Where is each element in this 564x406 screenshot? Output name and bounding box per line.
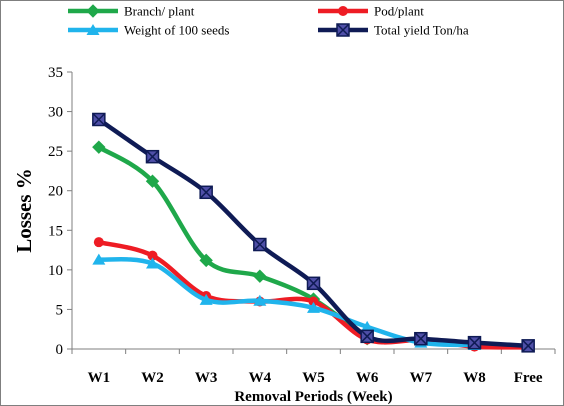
data-point — [92, 140, 106, 154]
x-axis-label: Removal Periods (Week) — [234, 389, 392, 405]
y-tick-label: 30 — [48, 105, 63, 121]
x-tick-label: W2 — [141, 370, 164, 386]
y-tick-label: 25 — [48, 144, 63, 160]
data-point — [253, 294, 267, 306]
data-point — [308, 296, 319, 307]
legend-label: Weight of 100 seeds — [124, 23, 229, 38]
data-point — [92, 112, 106, 127]
x-tick-label: W7 — [410, 370, 433, 386]
data-point — [414, 331, 428, 346]
legend-marker — [86, 4, 100, 18]
series-3 — [92, 112, 535, 353]
x-tick-label: W5 — [302, 370, 325, 386]
legend-marker — [336, 23, 350, 37]
legend-item: Pod/plant — [318, 4, 424, 19]
data-point — [253, 237, 267, 252]
data-point — [253, 269, 267, 283]
x-tick-label: Free — [514, 370, 543, 386]
plot-series — [92, 112, 535, 353]
legend-label: Total yield Ton/ha — [374, 23, 469, 38]
data-point — [467, 335, 482, 350]
data-point — [145, 149, 160, 164]
legend-marker — [338, 6, 348, 16]
data-point — [145, 174, 160, 188]
legend-label: Pod/plant — [374, 4, 424, 19]
legend-marker — [86, 24, 100, 35]
y-axis-label: Losses % — [12, 168, 36, 253]
data-point — [360, 320, 374, 332]
x-tick-label: W4 — [249, 370, 272, 386]
data-point — [93, 237, 104, 248]
data-point — [199, 253, 213, 268]
x-tick-label: W6 — [356, 370, 379, 386]
data-point — [521, 339, 535, 353]
data-point — [146, 257, 159, 269]
data-point — [199, 185, 213, 200]
y-tick-label: 0 — [56, 342, 64, 358]
data-point — [307, 301, 320, 313]
y-tick-label: 35 — [48, 65, 63, 81]
y-tick-label: 10 — [48, 263, 63, 279]
data-point — [92, 253, 106, 265]
legend-item: Total yield Ton/ha — [318, 23, 469, 38]
legend: Branch/ plant Pod/plant Weight of 100 seed… — [68, 4, 469, 38]
data-point — [147, 250, 158, 261]
legend-label: Branch/ plant — [124, 4, 195, 19]
x-tick-label: W3 — [195, 370, 218, 386]
data-point — [306, 276, 321, 291]
y-axis: 0 5 10 15 20 25 30 35 — [48, 65, 73, 358]
legend-item: Branch/ plant — [68, 4, 195, 19]
y-tick-label: 5 — [56, 302, 64, 318]
y-tick-label: 20 — [48, 184, 63, 200]
data-point — [199, 293, 213, 305]
x-tick-label: W1 — [88, 370, 111, 386]
y-tick-label: 15 — [48, 223, 63, 239]
legend-item: Weight of 100 seeds — [68, 23, 229, 38]
x-tick-label: W8 — [463, 370, 486, 386]
data-point — [360, 329, 374, 344]
